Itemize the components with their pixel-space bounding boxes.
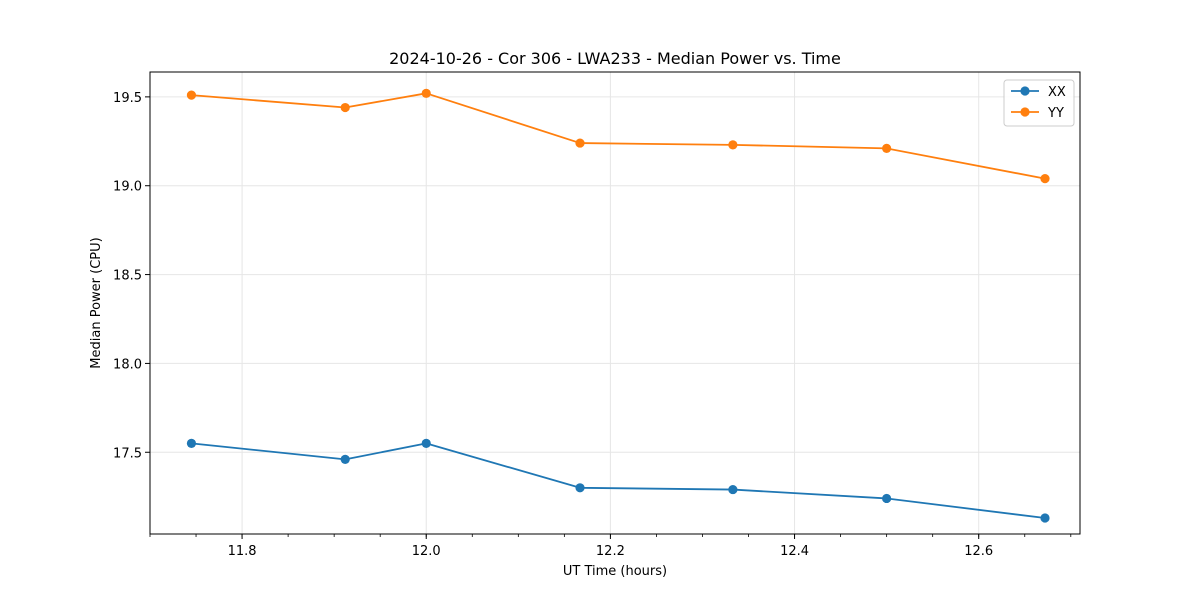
x-tick-label: 12.2 xyxy=(596,544,625,559)
plot-frame xyxy=(149,71,1081,535)
legend-label-yy: YY xyxy=(1047,106,1064,121)
data-point-xx xyxy=(575,483,585,493)
x-tick-label: 12.0 xyxy=(412,544,441,559)
data-point-xx xyxy=(1040,513,1050,523)
data-point-xx xyxy=(186,438,197,448)
data-point-yy xyxy=(575,138,585,148)
data-point-yy xyxy=(882,143,892,154)
data-point-xx xyxy=(421,438,431,448)
y-axis-ticks: 17.5 18.0 18.5 19.0 19.5 xyxy=(113,91,150,461)
data-point-xx xyxy=(340,454,350,464)
chart-title: 2024-10-26 - Cor 306 - LWA233 - Median P… xyxy=(389,49,841,68)
data-point-yy xyxy=(186,90,197,100)
y-axis-label: Median Power (CPU) xyxy=(89,237,104,368)
legend-marker-yy xyxy=(1020,107,1030,117)
legend-label-xx: XX xyxy=(1048,85,1066,100)
x-tick-label: 12.6 xyxy=(964,544,993,559)
x-axis-label: UT Time (hours) xyxy=(563,564,667,579)
y-tick-label: 19.5 xyxy=(113,91,142,106)
x-tick-label: 11.8 xyxy=(228,544,257,559)
plot-series xyxy=(186,88,1050,523)
data-point-yy xyxy=(340,102,350,113)
data-point-yy xyxy=(728,140,738,150)
data-point-xx xyxy=(728,484,738,495)
data-point-yy xyxy=(1040,174,1050,184)
data-point-yy xyxy=(421,88,431,98)
grid xyxy=(150,72,1080,534)
y-tick-label: 18.5 xyxy=(113,269,142,284)
legend-marker-xx xyxy=(1020,86,1030,96)
data-point-xx xyxy=(882,493,892,504)
x-axis-ticks: 11.8 12.0 12.2 12.4 12.6 xyxy=(149,534,1072,559)
y-tick-label: 18.0 xyxy=(113,357,142,372)
y-tick-label: 19.0 xyxy=(113,180,142,195)
x-tick-label: 12.4 xyxy=(780,544,809,559)
legend: XX YY xyxy=(1003,79,1075,127)
y-tick-label: 17.5 xyxy=(113,446,142,461)
